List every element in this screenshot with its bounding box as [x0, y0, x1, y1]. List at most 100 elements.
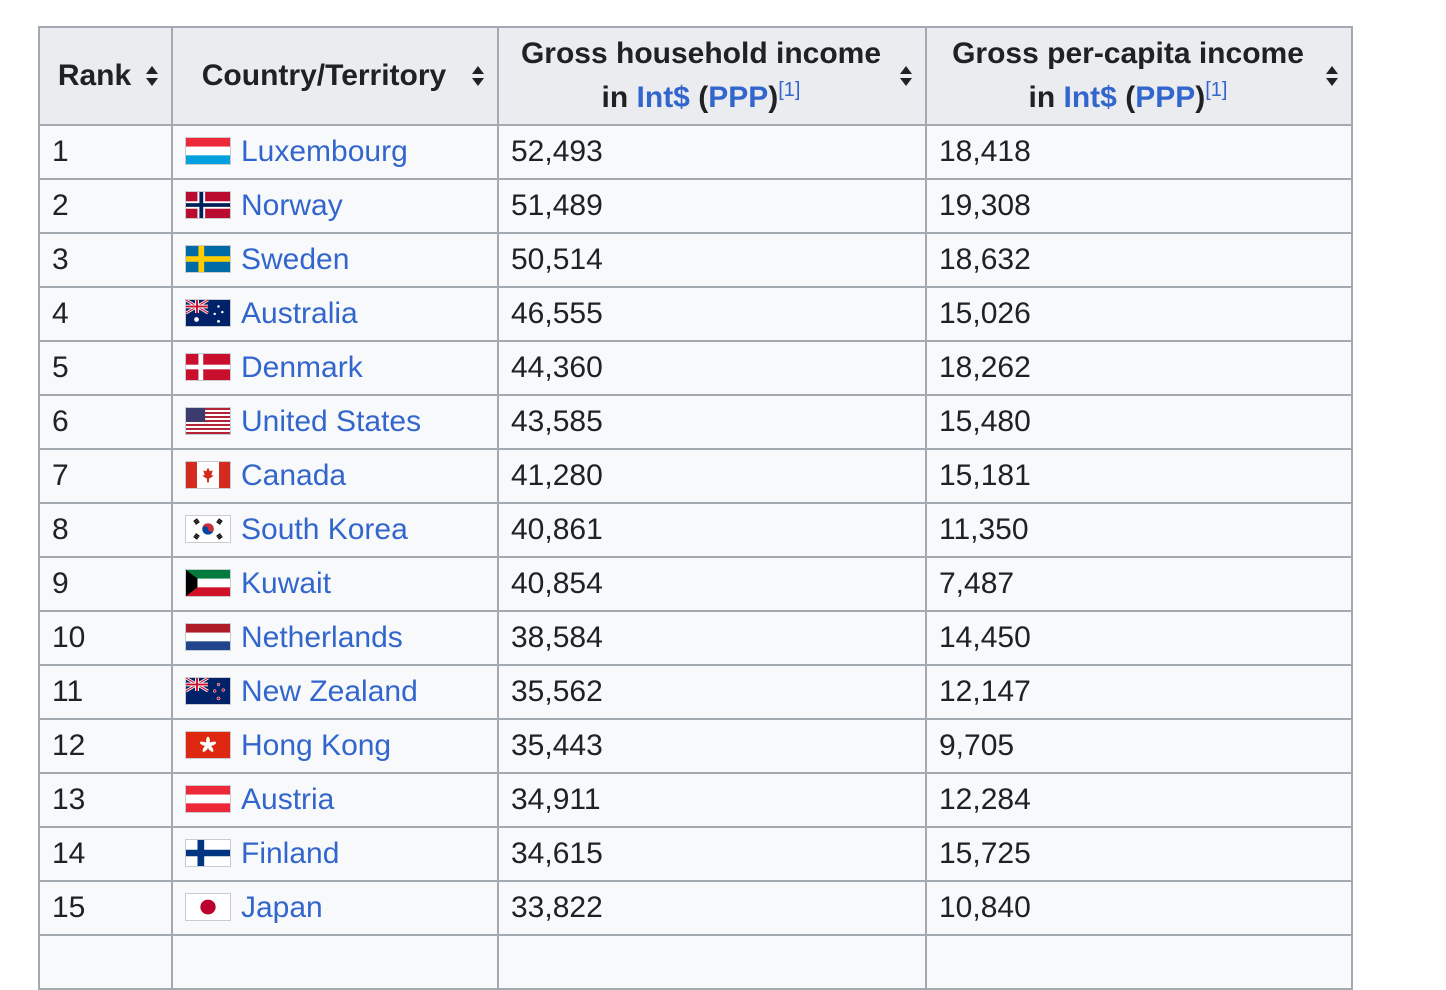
- rank-header-label: Rank: [57, 59, 132, 92]
- percapita-income-cell: 15,026: [925, 286, 1353, 342]
- percapita-income-cell: 19,308: [925, 178, 1353, 234]
- sort-icon[interactable]: [899, 65, 913, 87]
- netherlands-flag-icon[interactable]: [185, 623, 231, 652]
- percapita-income-cell: 15,181: [925, 448, 1353, 504]
- country-cell: Kuwait: [171, 556, 499, 612]
- household-income-cell: 38,584: [497, 610, 927, 666]
- table-row: 4 Australia 46,555 15,026: [38, 286, 1353, 342]
- rank-cell: 6: [38, 394, 173, 450]
- country-cell: Netherlands: [171, 610, 499, 666]
- rank-cell: 3: [38, 232, 173, 288]
- percapita-income-cell: 10,840: [925, 880, 1353, 936]
- household-income-cell: 40,861: [497, 502, 927, 558]
- household-income-cell: 40,854: [497, 556, 927, 612]
- sort-icon[interactable]: [145, 65, 159, 87]
- canada-flag-icon[interactable]: [185, 461, 231, 490]
- country-link[interactable]: Austria: [241, 783, 335, 816]
- income-table: Rank Country/Territory Gross household i…: [38, 26, 1353, 990]
- table-row: 6 United States 43,585 15,480: [38, 394, 1353, 450]
- south-korea-flag-icon[interactable]: [185, 515, 231, 544]
- household-income-cell: 34,911: [497, 772, 927, 828]
- int-dollar-link[interactable]: Int$: [636, 81, 690, 114]
- country-link[interactable]: Canada: [241, 459, 347, 492]
- country-cell: Luxembourg: [171, 124, 499, 180]
- country-link[interactable]: Netherlands: [241, 621, 403, 654]
- finland-flag-icon[interactable]: [185, 839, 231, 868]
- country-link[interactable]: New Zealand: [241, 675, 418, 708]
- austria-flag-icon[interactable]: [185, 785, 231, 814]
- country-cell: Australia: [171, 286, 499, 342]
- country-link[interactable]: Sweden: [241, 243, 350, 276]
- household-header-line1: Gross household income: [520, 37, 882, 70]
- japan-flag-icon[interactable]: [185, 893, 231, 922]
- country-header-label: Country/Territory: [201, 59, 447, 92]
- table-row: 11 New Zealand 35,562 12,147: [38, 664, 1353, 720]
- table-row: 13 Austria 34,911 12,284: [38, 772, 1353, 828]
- country-cell: South Korea: [171, 502, 499, 558]
- percapita-income-cell: 7,487: [925, 556, 1353, 612]
- empty-cell: [497, 934, 927, 990]
- ppp-link[interactable]: PPP: [1135, 81, 1196, 114]
- country-link[interactable]: Luxembourg: [241, 135, 408, 168]
- ppp-link[interactable]: PPP: [708, 81, 769, 114]
- country-link[interactable]: Finland: [241, 837, 340, 870]
- country-cell: United States: [171, 394, 499, 450]
- percapita-income-cell: 15,480: [925, 394, 1353, 450]
- table-row: 8 South Korea 40,861 11,350: [38, 502, 1353, 558]
- denmark-flag-icon[interactable]: [185, 353, 231, 382]
- country-header[interactable]: Country/Territory: [171, 26, 499, 126]
- table-row: 5 Denmark 44,360 18,262: [38, 340, 1353, 396]
- rank-cell: 8: [38, 502, 173, 558]
- household-income-cell: 35,443: [497, 718, 927, 774]
- country-link[interactable]: South Korea: [241, 513, 408, 546]
- reference-link[interactable]: [1]: [1205, 79, 1228, 101]
- country-link[interactable]: Kuwait: [241, 567, 332, 600]
- int-dollar-link[interactable]: Int$: [1063, 81, 1117, 114]
- percapita-header-line1: Gross per-capita income: [952, 37, 1304, 70]
- kuwait-flag-icon[interactable]: [185, 569, 231, 598]
- luxembourg-flag-icon[interactable]: [185, 137, 231, 166]
- country-link[interactable]: Australia: [241, 297, 358, 330]
- australia-flag-icon[interactable]: [185, 299, 231, 328]
- household-income-header[interactable]: Gross household income in Int$ (PPP)[1]: [497, 26, 927, 126]
- rank-cell: 10: [38, 610, 173, 666]
- percapita-income-cell: 12,147: [925, 664, 1353, 720]
- household-income-cell: 44,360: [497, 340, 927, 396]
- household-income-cell: 52,493: [497, 124, 927, 180]
- table-row: 7 Canada 41,280 15,181: [38, 448, 1353, 504]
- rank-cell: 12: [38, 718, 173, 774]
- percapita-income-header-label: Gross per-capita income in Int$ (PPP)[1]: [952, 37, 1304, 114]
- percapita-income-header[interactable]: Gross per-capita income in Int$ (PPP)[1]: [925, 26, 1353, 126]
- empty-cell: [925, 934, 1353, 990]
- sort-icon[interactable]: [1325, 65, 1339, 87]
- rank-cell: 4: [38, 286, 173, 342]
- household-income-cell: 41,280: [497, 448, 927, 504]
- rank-header[interactable]: Rank: [38, 26, 173, 126]
- country-cell: Sweden: [171, 232, 499, 288]
- percapita-income-cell: 11,350: [925, 502, 1353, 558]
- country-cell: Finland: [171, 826, 499, 882]
- percapita-income-cell: 15,725: [925, 826, 1353, 882]
- reference-link[interactable]: [1]: [778, 79, 801, 101]
- united-states-flag-icon[interactable]: [185, 407, 231, 436]
- percapita-income-cell: 12,284: [925, 772, 1353, 828]
- table-row: 15 Japan 33,822 10,840: [38, 880, 1353, 936]
- country-link[interactable]: Denmark: [241, 351, 363, 384]
- norway-flag-icon[interactable]: [185, 191, 231, 220]
- hong-kong-flag-icon[interactable]: [185, 731, 231, 760]
- new-zealand-flag-icon[interactable]: [185, 677, 231, 706]
- country-cell: Japan: [171, 880, 499, 936]
- household-income-header-label: Gross household income in Int$ (PPP)[1]: [520, 37, 882, 114]
- sweden-flag-icon[interactable]: [185, 245, 231, 274]
- country-link[interactable]: Hong Kong: [241, 729, 392, 762]
- rank-cell: 15: [38, 880, 173, 936]
- country-link[interactable]: Japan: [241, 891, 323, 924]
- country-link[interactable]: United States: [241, 405, 422, 438]
- percapita-income-cell: 9,705: [925, 718, 1353, 774]
- table-body: 1 Luxembourg 52,493 18,418 2 Norway 51,489 19,3…: [38, 124, 1353, 990]
- sort-icon[interactable]: [471, 65, 485, 87]
- percapita-income-cell: 18,262: [925, 340, 1353, 396]
- percapita-header-in: in: [1028, 81, 1056, 114]
- country-link[interactable]: Norway: [241, 189, 343, 222]
- table-row: 10 Netherlands 38,584 14,450: [38, 610, 1353, 666]
